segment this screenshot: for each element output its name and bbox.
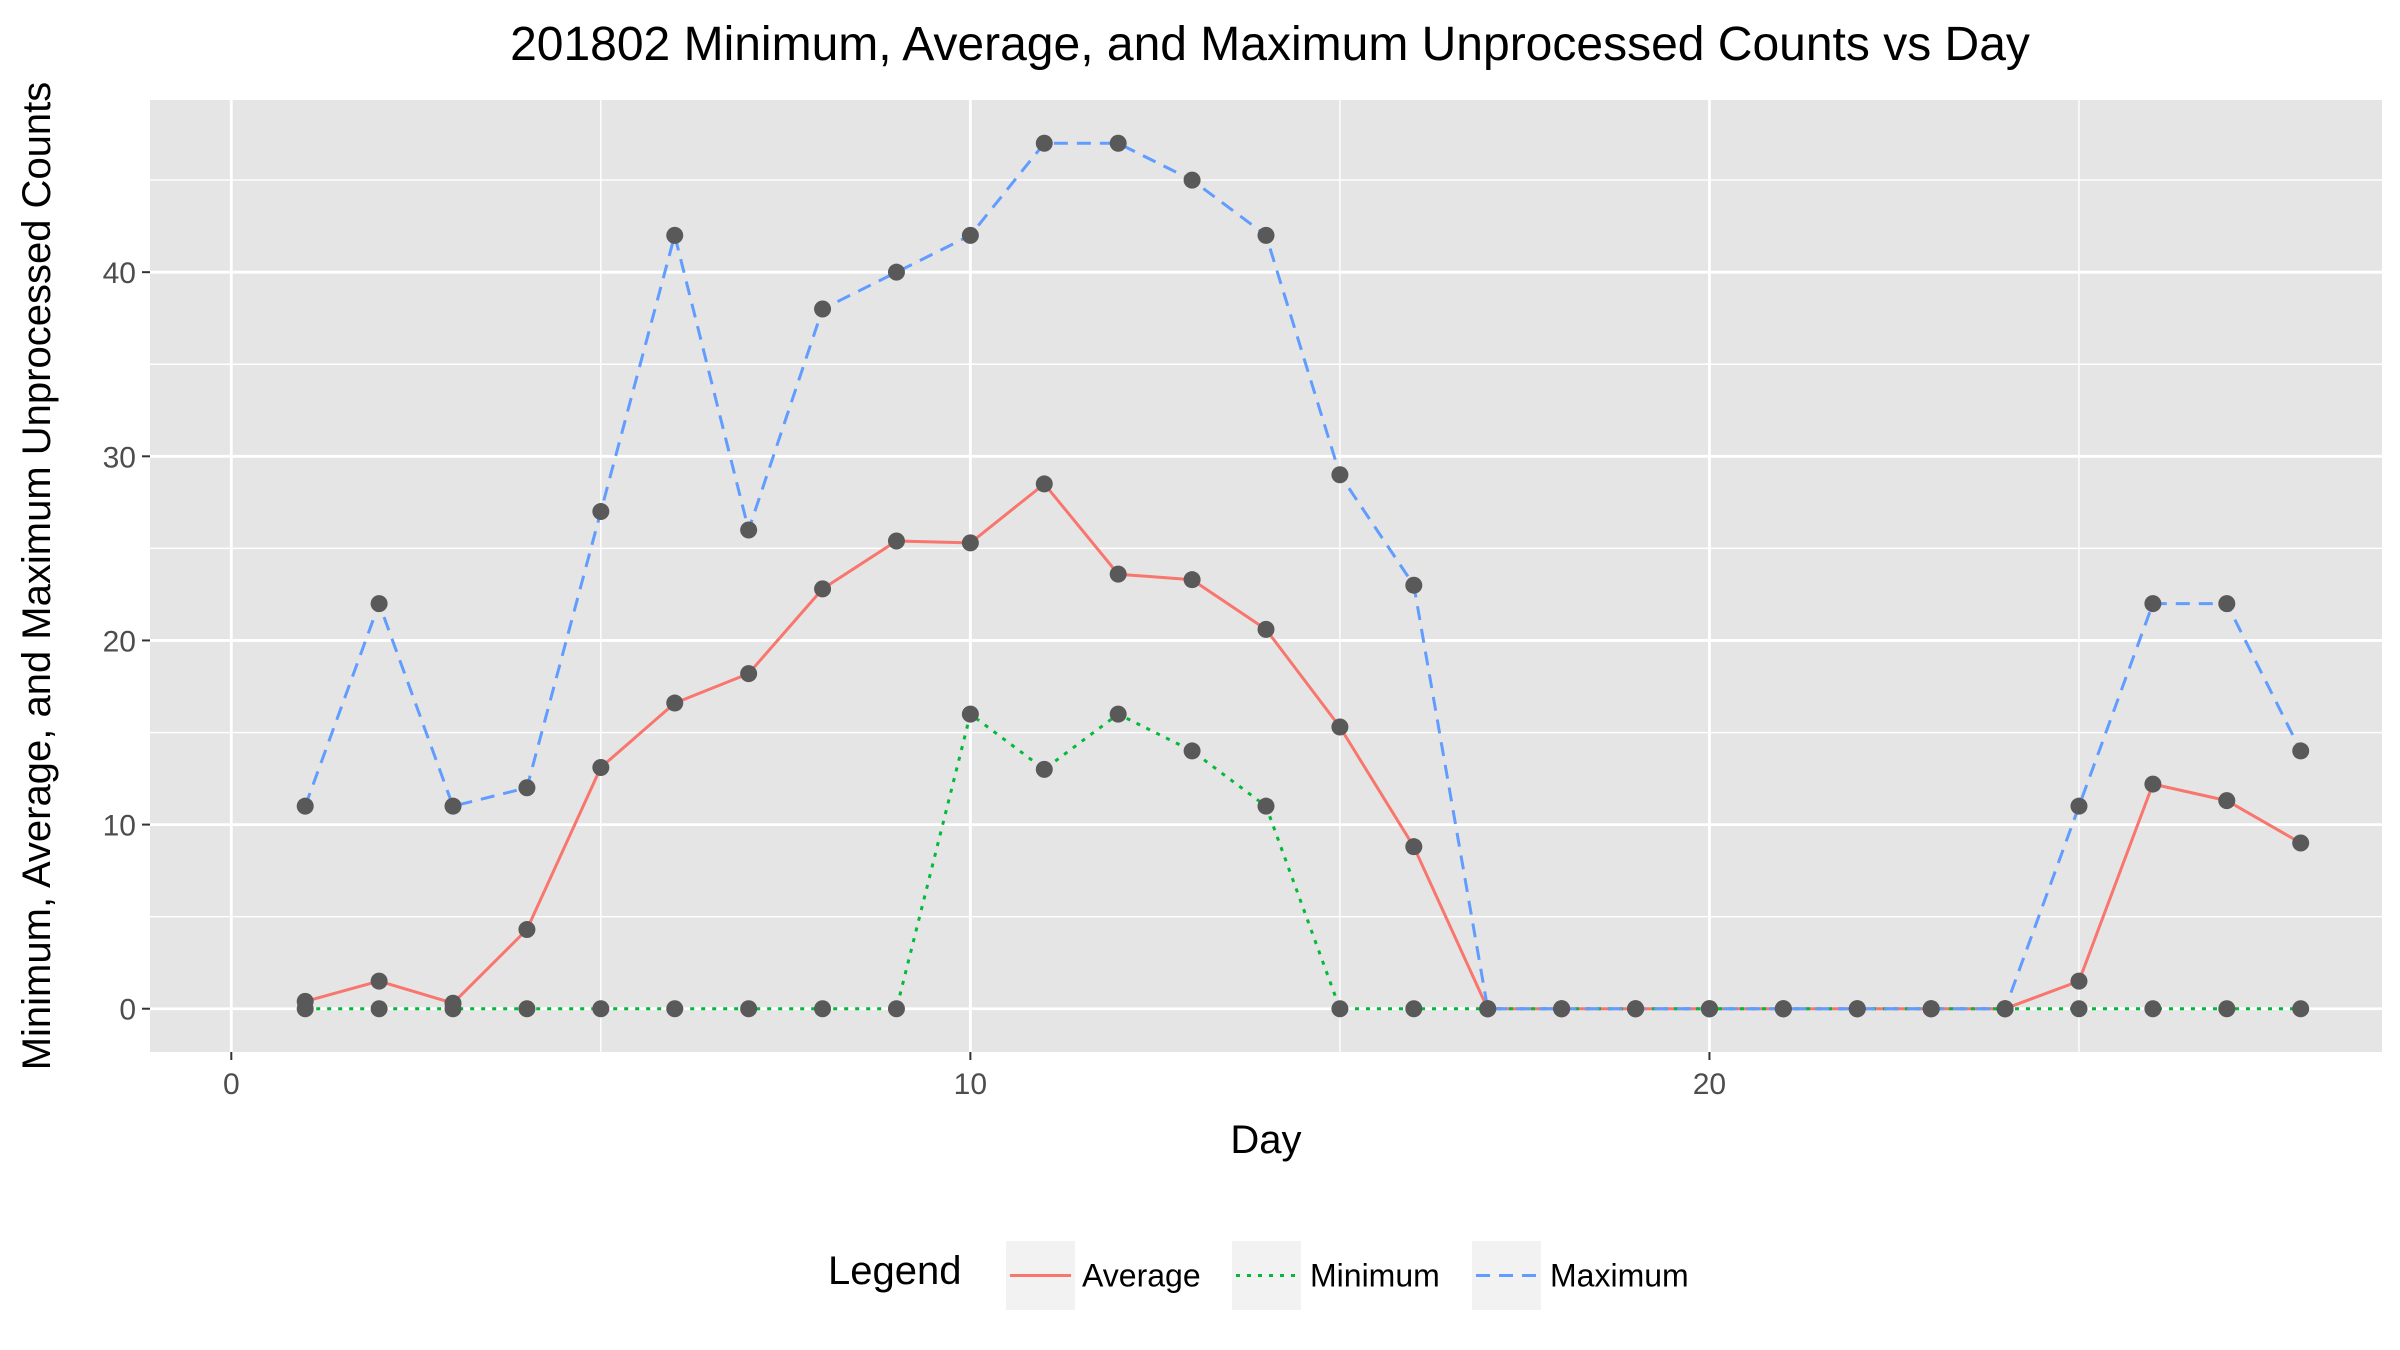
x-axis-title: Day [1230, 1118, 1301, 1162]
data-point-maximum [1109, 134, 1127, 152]
data-point-average [1109, 565, 1127, 583]
data-point-maximum [2144, 595, 2162, 613]
data-point-minimum [2144, 1000, 2162, 1018]
data-point-minimum [1035, 760, 1053, 778]
y-tick-label: 30 [103, 441, 136, 474]
data-point-average [2144, 775, 2162, 793]
data-point-maximum [2218, 595, 2236, 613]
x-axis-ticks: 0 10 20 [223, 1052, 1726, 1101]
data-point-minimum [1257, 797, 1275, 815]
data-point-minimum [370, 1000, 388, 1018]
data-point-maximum [2070, 797, 2088, 815]
data-point-average [1257, 620, 1275, 638]
data-point-average [1331, 718, 1349, 736]
legend-label-maximum: Maximum [1550, 1258, 1689, 1294]
y-axis-ticks: 0 10 20 30 40 [103, 257, 150, 1027]
data-point-maximum [887, 263, 905, 281]
data-point-average [814, 580, 832, 598]
series-points [296, 134, 2310, 1018]
data-point-maximum [1996, 1000, 2014, 1018]
y-tick-label: 20 [103, 625, 136, 658]
series-line-minimum [305, 712, 2301, 1011]
data-point-average [1405, 838, 1423, 856]
data-point-maximum [592, 503, 610, 521]
data-point-average [740, 665, 758, 683]
legend-title: Legend [828, 1249, 961, 1293]
x-tick-label: 10 [954, 1068, 987, 1101]
data-point-maximum [518, 779, 536, 797]
data-point-average [2218, 792, 2236, 810]
data-point-maximum [1922, 1000, 1940, 1018]
data-point-maximum [1331, 466, 1349, 484]
data-point-average [1035, 475, 1053, 493]
data-point-maximum [814, 300, 832, 318]
data-point-maximum [1479, 1000, 1497, 1018]
legend-label-average: Average [1082, 1258, 1201, 1294]
data-point-minimum [296, 1000, 314, 1018]
data-point-maximum [1848, 1000, 1866, 1018]
legend-key-minimum [1232, 1241, 1301, 1310]
chart-title: 201802 Minimum, Average, and Maximum Unp… [510, 18, 2030, 71]
y-tick-label: 0 [119, 994, 136, 1027]
data-point-average [2292, 834, 2310, 852]
data-point-minimum [1405, 1000, 1423, 1018]
data-point-maximum [1774, 1000, 1792, 1018]
legend-label-minimum: Minimum [1310, 1258, 1440, 1294]
data-point-maximum [444, 797, 462, 815]
series-lines [303, 141, 2303, 1011]
data-point-maximum [961, 226, 979, 244]
data-point-minimum [1183, 742, 1201, 760]
data-point-average [666, 694, 684, 712]
data-point-maximum [1405, 576, 1423, 594]
plot-panel [150, 100, 2382, 1052]
grid-minor [150, 100, 2382, 1052]
data-point-average [518, 921, 536, 939]
data-point-maximum [666, 226, 684, 244]
y-tick-label: 10 [103, 810, 136, 843]
data-point-maximum [1627, 1000, 1645, 1018]
data-point-maximum [2292, 742, 2310, 760]
data-point-minimum [2292, 1000, 2310, 1018]
data-point-average [961, 534, 979, 552]
data-point-minimum [961, 705, 979, 723]
data-point-average [592, 759, 610, 777]
data-point-average [887, 532, 905, 550]
y-axis-title: Minimum, Average, and Maximum Unprocesse… [15, 82, 59, 1071]
data-point-minimum [2070, 1000, 2088, 1018]
data-point-minimum [1109, 705, 1127, 723]
data-point-maximum [1183, 171, 1201, 189]
legend: Legend Average Minimum Maximum [828, 1241, 1689, 1310]
series-line-average [304, 482, 2302, 1011]
data-point-average [370, 972, 388, 990]
data-point-minimum [887, 1000, 905, 1018]
data-point-minimum [518, 1000, 536, 1018]
data-point-minimum [666, 1000, 684, 1018]
x-tick-label: 20 [1693, 1068, 1726, 1101]
data-point-maximum [296, 797, 314, 815]
data-point-maximum [1257, 226, 1275, 244]
data-point-maximum [740, 521, 758, 539]
data-point-maximum [1700, 1000, 1718, 1018]
data-point-minimum [814, 1000, 832, 1018]
data-point-minimum [444, 1000, 462, 1018]
y-tick-label: 40 [103, 257, 136, 290]
data-point-average [2070, 972, 2088, 990]
data-point-maximum [1553, 1000, 1571, 1018]
data-point-minimum [740, 1000, 758, 1018]
data-point-minimum [2218, 1000, 2236, 1018]
data-point-maximum [370, 595, 388, 613]
data-point-minimum [592, 1000, 610, 1018]
data-point-maximum [1035, 134, 1053, 152]
x-tick-label: 0 [223, 1068, 240, 1101]
data-point-average [1183, 571, 1201, 589]
data-point-minimum [1331, 1000, 1349, 1018]
